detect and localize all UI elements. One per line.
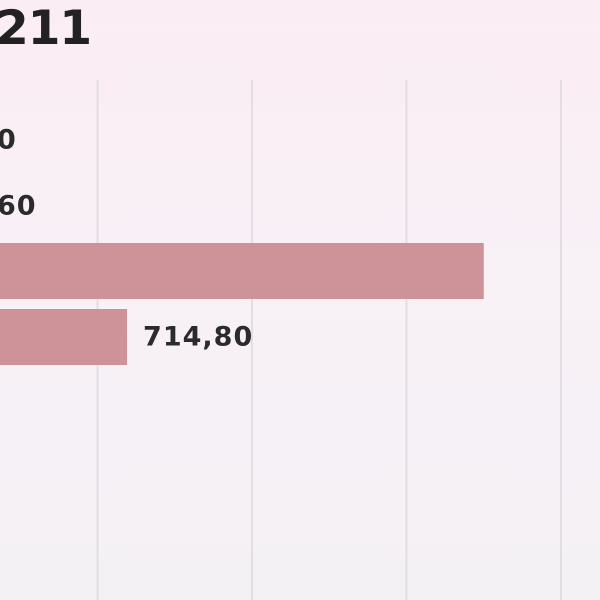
value-label-row-2: 60 [0,191,37,222]
value-label-row-1: 0 [0,125,17,156]
bars [0,243,484,365]
gridlines [96,80,562,600]
bar-row-4 [0,309,128,365]
value-labels: 0 60 714,80 [0,125,253,353]
bar-row-3 [0,243,484,299]
chart-title: 211 [0,1,92,56]
value-label-row-4: 714,80 [143,322,253,353]
